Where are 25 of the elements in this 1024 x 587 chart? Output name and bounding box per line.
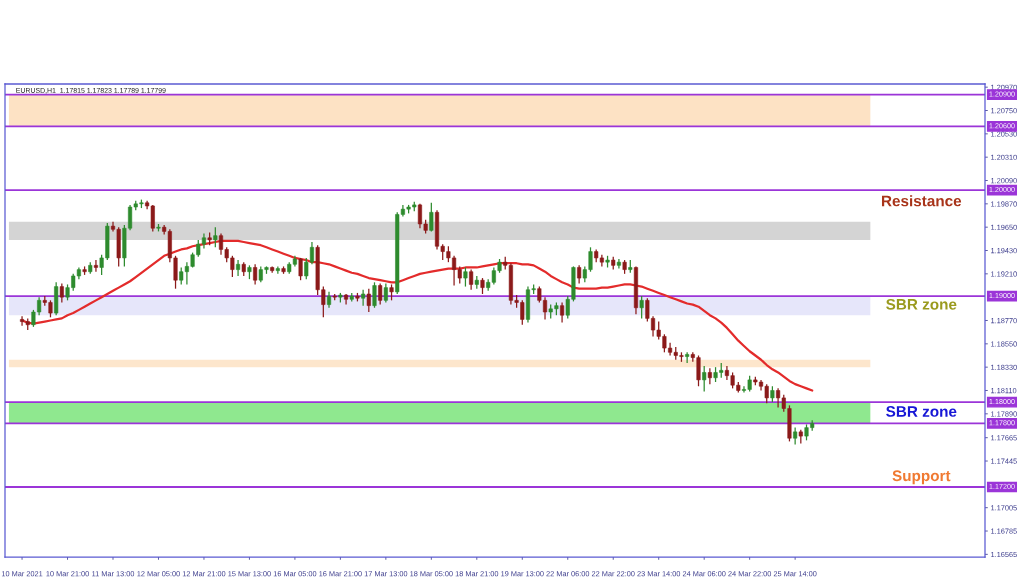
- text: Resistance: [881, 195, 962, 207]
- text: Support: [892, 470, 951, 485]
- candlestick: [383, 282, 388, 304]
- candlestick: [213, 226, 218, 248]
- candlestick: [253, 263, 258, 286]
- candlestick: [616, 258, 621, 270]
- candlestick: [685, 351, 690, 364]
- candlestick: [429, 202, 434, 233]
- candlestick: [59, 282, 64, 304]
- band-label: SBR zone: [886, 406, 957, 417]
- candlestick: [236, 259, 241, 277]
- band-label: SBR zone: [886, 298, 957, 310]
- candlestick: [577, 264, 582, 285]
- candlestick: [275, 265, 280, 275]
- candlestick: [463, 266, 468, 288]
- candlestick: [366, 288, 371, 313]
- candlestick: [639, 295, 644, 320]
- candlestick: [93, 259, 98, 273]
- candlestick: [560, 301, 565, 324]
- candlestick: [372, 281, 377, 309]
- candlestick: [378, 282, 383, 306]
- candlestick: [702, 365, 707, 393]
- candlestick: [707, 367, 712, 385]
- candlestick: [361, 289, 366, 307]
- candlestick: [469, 268, 474, 291]
